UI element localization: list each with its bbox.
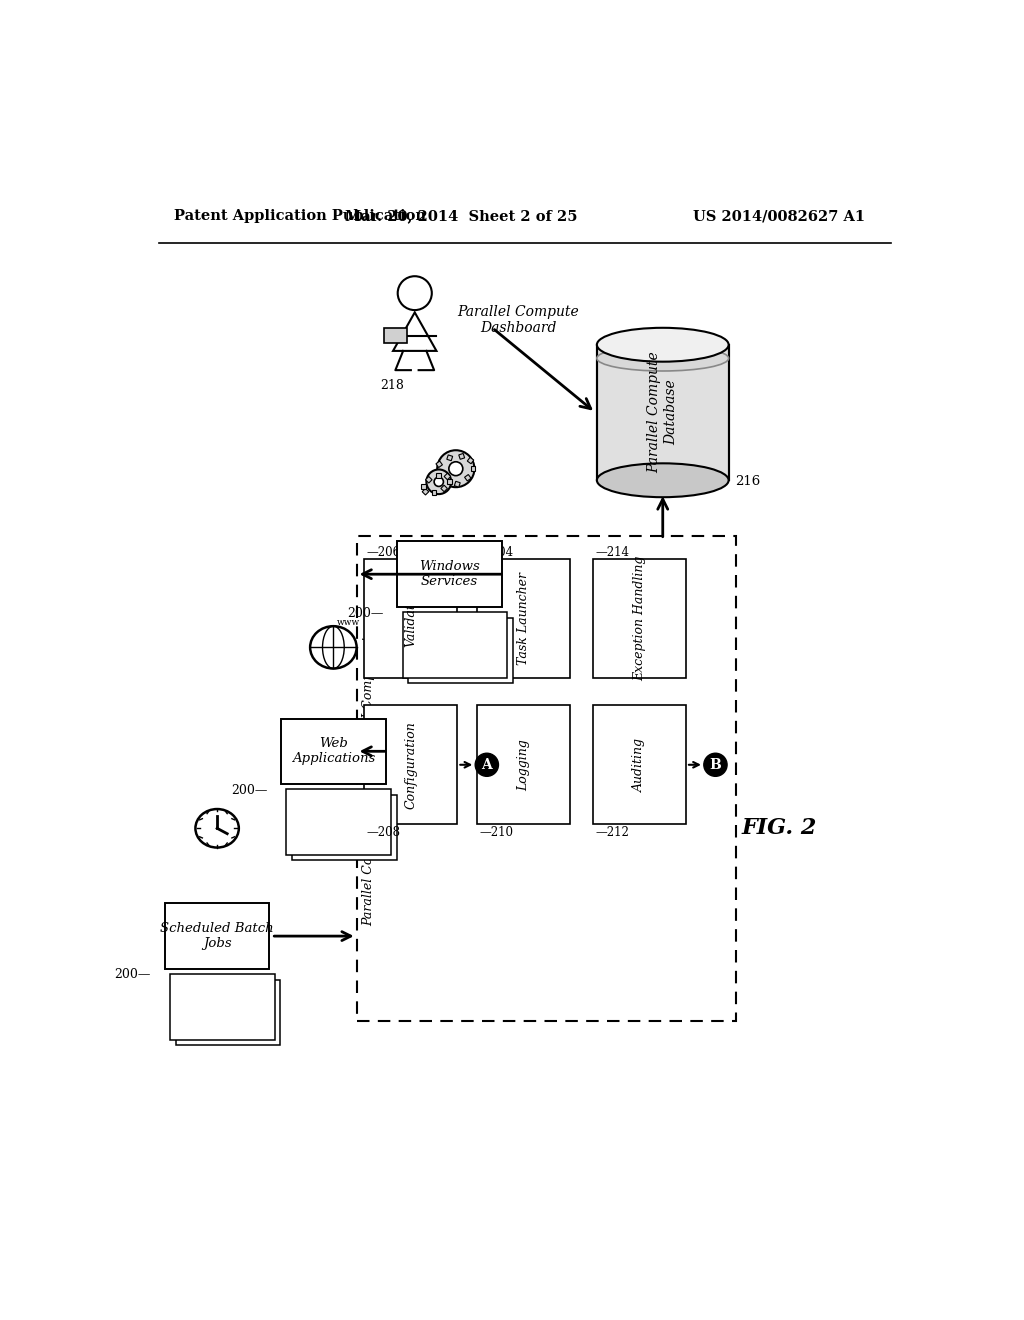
Bar (471, 466, 475, 471)
Text: —214: —214 (595, 546, 630, 560)
Bar (465, 474, 471, 480)
Bar (422, 488, 429, 495)
Text: Scheduled Batch
Jobs: Scheduled Batch Jobs (161, 923, 274, 950)
Ellipse shape (310, 626, 356, 668)
Bar (459, 454, 465, 459)
Bar (402, 612, 507, 677)
Bar (436, 474, 441, 478)
Bar (165, 903, 269, 969)
Bar (365, 705, 458, 825)
Text: 200—: 200— (347, 607, 383, 619)
Bar (597, 345, 729, 480)
Text: A: A (481, 758, 493, 772)
Text: B: B (710, 758, 721, 772)
Text: Configuration: Configuration (404, 721, 418, 809)
Bar (292, 795, 396, 861)
Bar (442, 483, 449, 488)
Bar (593, 558, 686, 678)
Text: Logging: Logging (517, 739, 529, 791)
Bar (447, 479, 452, 484)
Text: Windows
Services: Windows Services (419, 560, 480, 589)
Bar (467, 457, 474, 463)
Bar (397, 541, 502, 607)
Bar (356, 536, 736, 1020)
Circle shape (397, 276, 432, 310)
Text: Parallel Compute
Dashboard: Parallel Compute Dashboard (458, 305, 580, 335)
Ellipse shape (597, 463, 729, 498)
Bar (432, 471, 436, 475)
Ellipse shape (597, 327, 729, 362)
Bar (433, 478, 439, 484)
Text: 200—: 200— (115, 969, 151, 982)
Text: US 2014/0082627 A1: US 2014/0082627 A1 (693, 209, 865, 223)
Text: —206: —206 (367, 546, 400, 560)
Bar (409, 618, 513, 684)
Text: www: www (337, 618, 360, 627)
Bar (365, 558, 458, 678)
Circle shape (703, 754, 727, 776)
Circle shape (426, 470, 452, 494)
Text: Patent Application Publication: Patent Application Publication (174, 209, 427, 223)
Polygon shape (393, 313, 436, 351)
Bar (593, 705, 686, 825)
Ellipse shape (597, 346, 729, 371)
Circle shape (434, 478, 443, 487)
Bar (426, 477, 432, 483)
Bar (436, 461, 442, 467)
Bar (477, 558, 569, 678)
Text: Mar. 20, 2014  Sheet 2 of 25: Mar. 20, 2014 Sheet 2 of 25 (345, 209, 578, 223)
Bar (446, 455, 453, 461)
Text: 200—: 200— (230, 784, 267, 797)
Bar (455, 482, 460, 487)
Bar (281, 718, 386, 784)
Bar (477, 705, 569, 825)
Circle shape (475, 754, 499, 776)
Text: 218: 218 (380, 379, 403, 392)
Text: Web
Applications: Web Applications (292, 738, 375, 766)
Bar (287, 789, 391, 855)
Text: —208: —208 (367, 825, 400, 838)
Circle shape (437, 450, 474, 487)
Bar (170, 974, 274, 1040)
Bar (421, 484, 426, 488)
Text: FIG. 2: FIG. 2 (741, 817, 817, 840)
Text: Exception Handling: Exception Handling (633, 556, 646, 681)
Text: Parallel Compute
Database: Parallel Compute Database (647, 351, 678, 474)
Bar (432, 490, 436, 495)
Bar (441, 486, 447, 492)
Text: —204: —204 (479, 546, 513, 560)
Bar (444, 474, 451, 479)
Bar (176, 979, 281, 1045)
Text: —210: —210 (479, 825, 513, 838)
Text: Auditing: Auditing (633, 738, 646, 792)
Ellipse shape (196, 809, 239, 847)
Circle shape (449, 462, 463, 475)
Text: 216: 216 (735, 475, 760, 488)
Text: Task Launcher: Task Launcher (517, 572, 529, 665)
Bar (384, 327, 407, 343)
Text: —212: —212 (595, 825, 629, 838)
Text: Validator: Validator (404, 590, 418, 647)
Text: Parallel Compute Framework API Components: Parallel Compute Framework API Component… (362, 630, 376, 927)
